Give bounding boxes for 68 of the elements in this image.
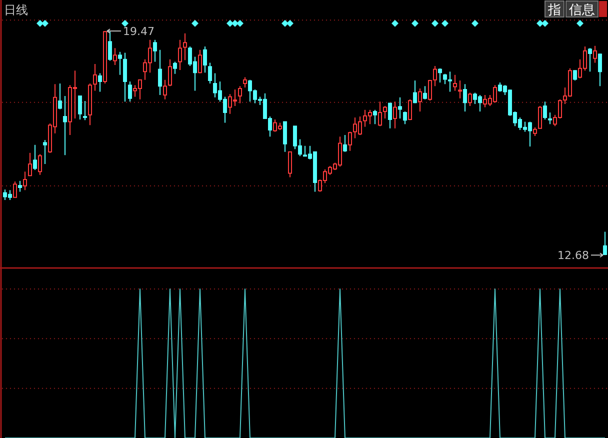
candlestick <box>33 144 37 170</box>
candlestick <box>173 61 177 74</box>
candlestick <box>413 80 417 104</box>
candlestick <box>168 58 172 87</box>
candlestick <box>463 84 467 112</box>
candlestick <box>533 126 537 136</box>
candlestick <box>88 83 92 126</box>
chart-title: 日线 <box>4 3 28 17</box>
candlestick <box>468 92 472 106</box>
candlestick <box>98 72 102 92</box>
candlestick <box>448 71 452 92</box>
annotation: 指 <box>547 3 561 18</box>
candlestick <box>378 101 382 127</box>
candlestick <box>443 73 447 85</box>
candlestick <box>593 45 597 64</box>
candlestick <box>28 152 32 176</box>
candlestick <box>343 134 347 152</box>
candlestick <box>203 46 207 74</box>
candlestick <box>18 180 22 192</box>
candlestick <box>93 64 97 92</box>
candlestick <box>393 101 397 129</box>
candlestick <box>118 51 122 76</box>
candlestick <box>403 111 407 125</box>
candlestick <box>388 102 392 129</box>
candlestick <box>83 100 87 121</box>
candlestick <box>543 101 547 120</box>
candlestick <box>538 105 542 129</box>
candlestick <box>588 48 592 72</box>
candlestick <box>108 31 112 62</box>
candlestick <box>163 79 167 100</box>
candlestick <box>573 69 577 82</box>
candlestick <box>58 83 62 110</box>
candlestick <box>238 86 242 104</box>
candlestick <box>453 74 457 92</box>
candlestick <box>398 96 402 119</box>
annotation: 信息 <box>569 3 595 18</box>
candlestick <box>548 112 552 125</box>
candlestick <box>63 96 67 156</box>
annotation: 19.47 <box>123 25 154 38</box>
candlestick <box>348 131 352 152</box>
candlestick <box>23 171 27 191</box>
candlestick <box>598 52 602 87</box>
candlestick <box>283 121 287 152</box>
candlestick <box>128 81 132 102</box>
candlestick <box>78 96 82 120</box>
candlestick <box>13 181 17 198</box>
candlestick <box>423 86 427 100</box>
candlestick <box>408 98 412 121</box>
candlestick <box>288 151 292 178</box>
candlestick <box>438 68 442 84</box>
candlestick <box>123 52 127 102</box>
candlestick <box>383 105 387 119</box>
candlestick <box>183 32 187 61</box>
candlestick <box>158 49 162 96</box>
candlestick <box>43 139 47 165</box>
candlestick <box>603 231 607 256</box>
candlestick <box>208 62 212 84</box>
candlestick <box>418 88 422 112</box>
candlestick <box>178 39 182 70</box>
candlestick <box>103 30 107 84</box>
candlestick <box>113 48 117 66</box>
candlestick <box>373 109 377 125</box>
candlestick <box>458 80 462 99</box>
candlestick <box>243 76 247 88</box>
candlestick <box>153 39 157 62</box>
annotation: 12.68 <box>558 249 589 262</box>
candlestick <box>38 154 42 176</box>
candlestick <box>198 49 202 74</box>
